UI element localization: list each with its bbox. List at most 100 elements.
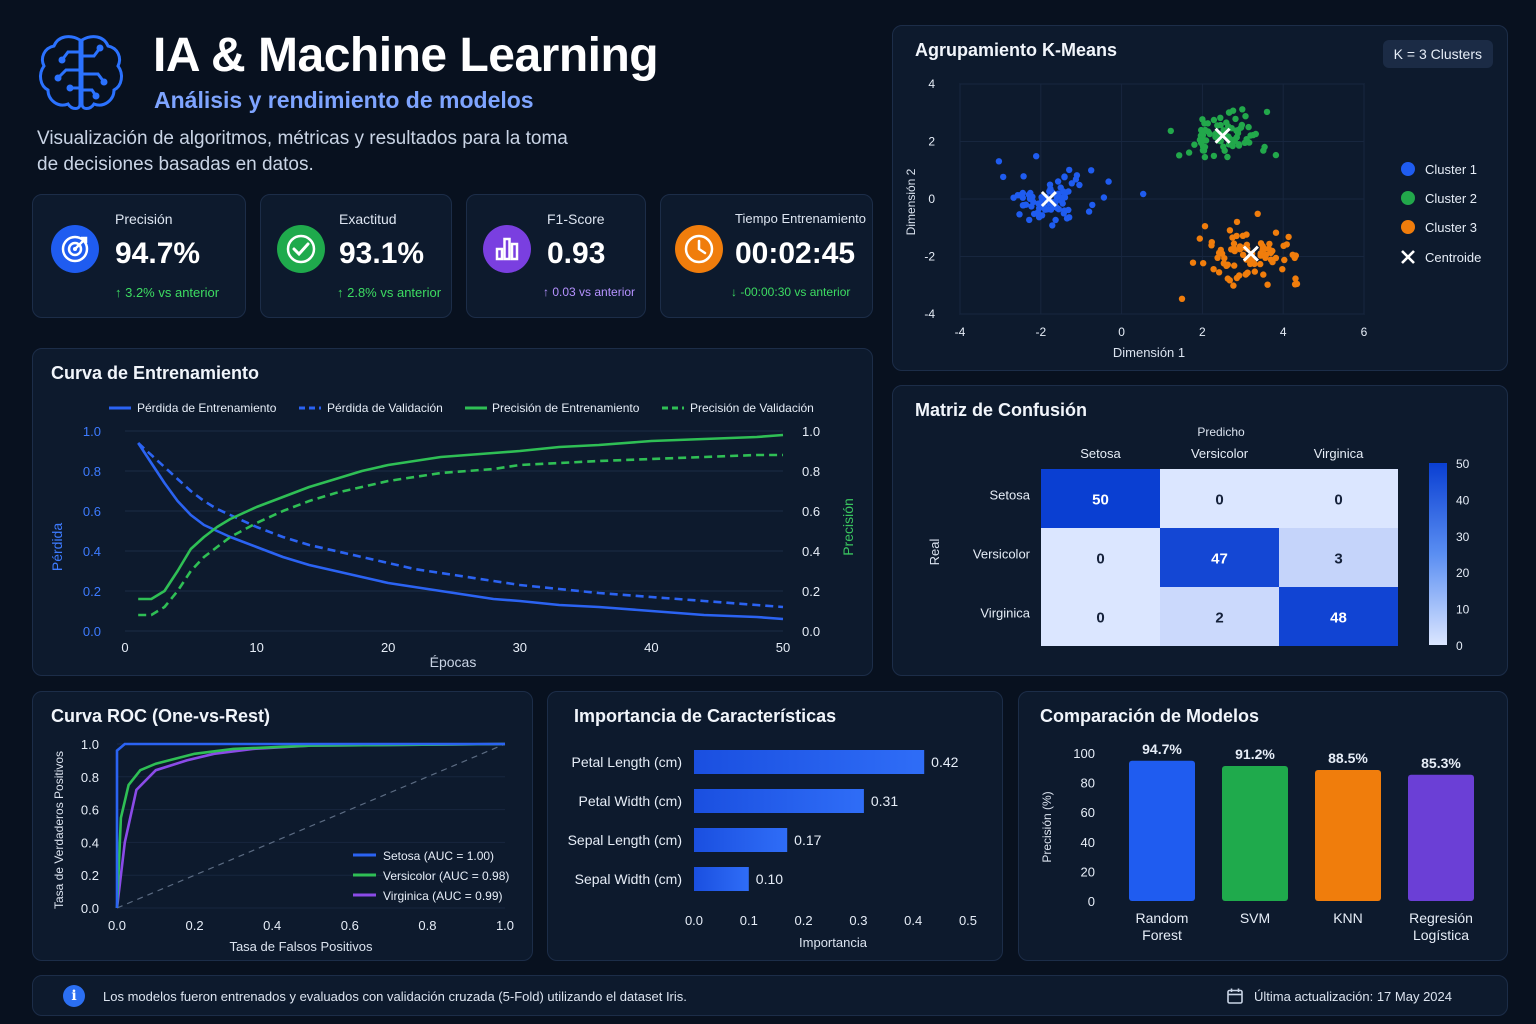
matrix-cell [1041,528,1160,587]
feature-label: Petal Length (cm) [572,754,683,770]
y-tick-label-right: 0.0 [802,624,820,639]
metric-label: Exactitud [339,211,397,227]
y-tick-label-right: 0.2 [802,584,820,599]
scatter-point [1238,121,1246,129]
scatter-point [1140,190,1147,198]
scatter-point [1020,173,1027,180]
footer-bar: i Los modelos fueron entrenados y evalua… [32,975,1508,1016]
legend-label: Cluster 1 [1425,162,1477,177]
scatter-point [1068,180,1075,187]
centroid-marker [1214,127,1231,144]
matrix-cell [1041,587,1160,646]
scatter-point [1019,194,1026,201]
scatter-point [1266,240,1273,248]
scatter-point [1233,127,1240,134]
scatter-point [1231,262,1238,269]
scatter-point [995,158,1003,165]
scatter-point [1089,201,1096,209]
scatter-point [1257,260,1264,268]
colorbar-tick-label: 10 [1456,603,1470,617]
training-curve-chart: Pérdida de Entrenamiento Pérdida de Vali… [49,401,856,670]
colorbar-tick-label: 40 [1456,493,1470,507]
scatter-point [1072,176,1080,183]
scatter-point [1208,239,1215,246]
cell-value: 48 [1330,610,1347,627]
feature-label: Sepal Length (cm) [568,832,682,848]
legend-label: Cluster 3 [1425,220,1477,235]
scatter-point [1232,115,1239,123]
y-tick-label: 0.4 [81,835,99,850]
scatter-point [1210,116,1218,124]
scatter-point [1025,191,1033,198]
scatter-point [1235,142,1243,149]
column-label: Virginica [1314,446,1364,461]
cell-value: 50 [1092,492,1109,509]
y-tick-label: 0.8 [81,770,99,785]
scatter-point [1233,134,1240,141]
scatter-point [1257,240,1265,247]
colorbar-tick-label: 50 [1456,457,1470,471]
feature-label: Petal Width (cm) [579,793,682,809]
scatter-point [1200,260,1207,267]
scatter-point [1280,242,1287,249]
model-label: SVM [1240,910,1270,926]
x-tick-label: 0.3 [849,913,867,928]
scatter-point [1167,127,1174,135]
row-label: Virginica [980,606,1030,621]
metric-delta: ↓ -00:00:30 vs anterior [731,285,851,299]
x-tick-label: 0.0 [108,918,126,933]
y-tick-label: 0.2 [81,868,99,883]
metric-label: F1-Score [547,211,605,227]
row-label: Setosa [990,488,1031,503]
scatter-point [1251,268,1258,275]
y-tick-label: 0.6 [81,803,99,818]
series-line [137,442,784,621]
scatter-point [1201,153,1209,161]
scatter-point [1085,208,1093,215]
scatter-point [1247,260,1254,268]
scatter-point [1264,281,1271,288]
x-tick-label: 2 [1199,325,1206,339]
importance-bar [694,750,925,774]
info-icon: i [63,985,85,1007]
bar-value-label: 0.31 [871,793,898,809]
cell-value: 0 [1096,610,1104,627]
scatter-point [1236,243,1244,250]
y-tick-label-right: 1.0 [802,424,820,439]
row-label: Versicolor [973,547,1031,562]
scatter-point [1036,205,1043,212]
colorbar-tick-label: 20 [1456,566,1470,580]
scatter-point [1044,206,1051,213]
y-tick-label: 4 [928,77,935,91]
scatter-point [1221,255,1228,262]
metric-card-f1: F1-Score 0.93 ↑ 0.03 vs anterior [466,194,646,318]
scatter-point [1279,266,1286,273]
cell-value: 47 [1211,551,1228,568]
y-tick-label-right: 0.8 [802,464,820,479]
y-tick-label: 2 [928,135,935,149]
kmeans-title: Agrupamiento K-Means [915,40,1118,60]
matrix-cell [1041,469,1160,528]
y-tick-label: 0 [1088,894,1095,909]
scatter-point [1214,254,1221,261]
colorbar-tick-label: 30 [1456,530,1470,544]
legend-label: Pérdida de Validación [327,401,443,415]
scatter-point [1233,232,1240,240]
centroid-marker [1040,190,1057,208]
scatter-point [1100,194,1108,201]
scatter-point [1052,216,1059,224]
series-line [138,453,783,617]
model-bar [1222,766,1288,901]
scatter-point [1293,280,1301,288]
scatter-point [1054,178,1062,185]
scatter-point [1229,142,1236,150]
y-tick-label-left: 0.8 [83,464,101,479]
description-line-1: Visualización de algoritmos, métricas y … [37,128,568,149]
model-label: Forest [1142,927,1182,943]
kmeans-card: Agrupamiento K-Means K = 3 Clusters -4 -2… [892,25,1508,371]
scatter-point [1226,277,1233,284]
metric-value: 00:02:45 [735,237,856,270]
scatter-point [1225,109,1233,116]
scatter-point [1199,147,1207,154]
